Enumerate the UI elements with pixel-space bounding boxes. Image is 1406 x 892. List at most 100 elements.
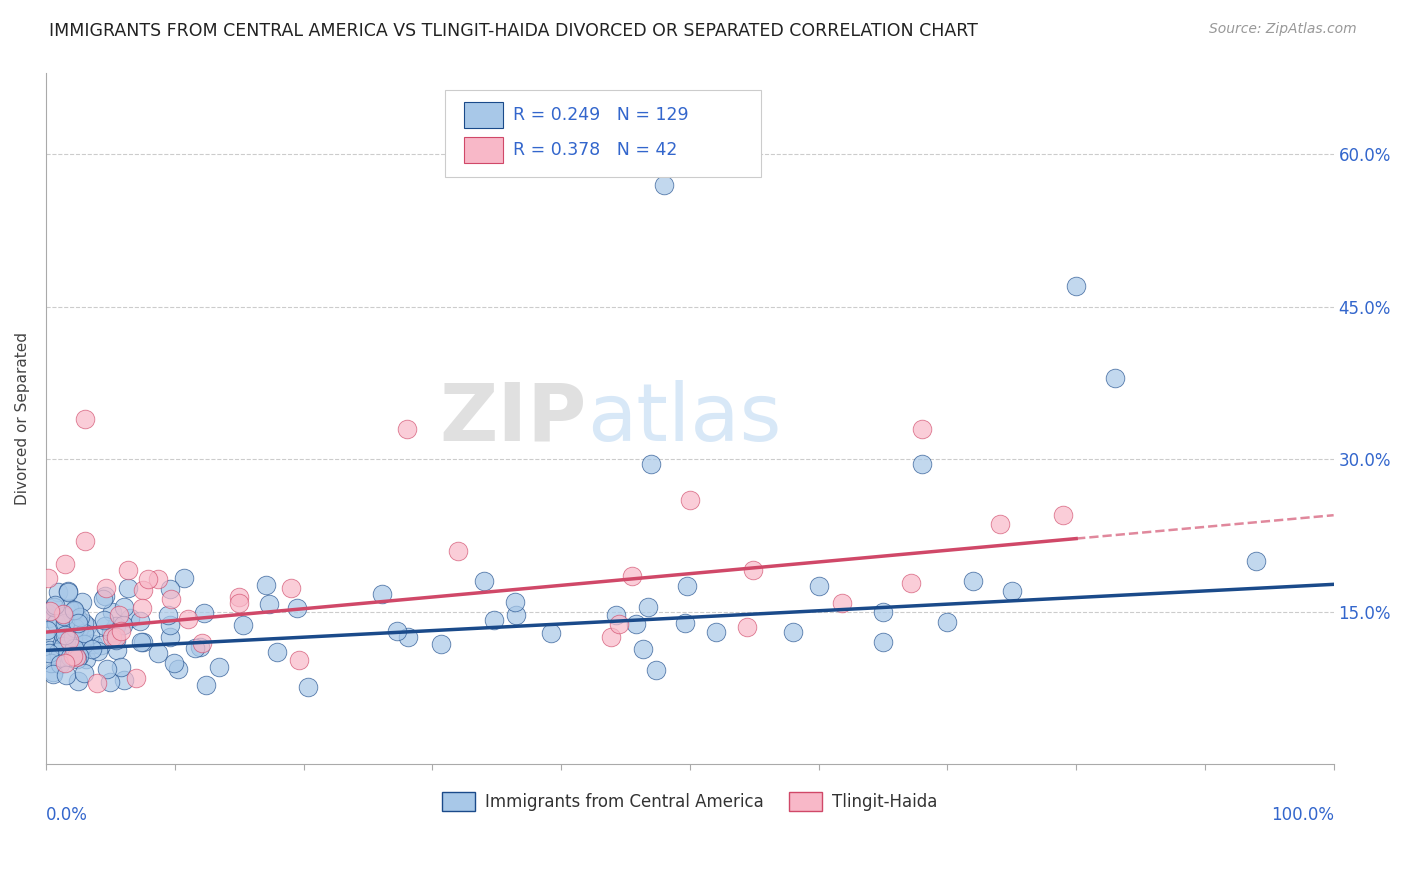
Point (676, 579, 699, 593)
Point (73, 411, 96, 425)
Point (872, 605, 894, 619)
Point (70, 595, 93, 609)
Point (395, 422, 418, 436)
Point (540, 625, 562, 640)
Point (910, 422, 932, 436)
Point (62, 603, 84, 617)
Point (53, 608, 76, 623)
Point (86, 676, 108, 690)
Point (831, 597, 853, 611)
Point (58, 632, 80, 647)
Point (131, 600, 153, 615)
Point (159, 630, 181, 644)
Point (288, 653, 311, 667)
Point (159, 618, 181, 632)
Point (42, 667, 65, 681)
Point (900, 576, 922, 591)
Point (87, 644, 110, 658)
Point (48, 650, 70, 665)
Point (782, 625, 804, 640)
Point (505, 607, 527, 622)
Point (42, 600, 65, 615)
Point (652, 178, 675, 192)
Bar (464, 136, 503, 163)
Point (385, 624, 408, 639)
Point (39, 656, 62, 670)
Point (37, 571, 59, 585)
Point (73, 534, 96, 549)
Text: R = 0.378   N = 42: R = 0.378 N = 42 (513, 141, 678, 159)
Point (599, 630, 621, 644)
Point (66, 630, 89, 644)
Point (59, 614, 82, 628)
Legend: Immigrants from Central America, Tlingit-Haida: Immigrants from Central America, Tlingit… (436, 786, 945, 818)
Point (156, 608, 179, 623)
Point (70, 633, 93, 648)
Point (55, 624, 77, 638)
Point (53, 615, 76, 630)
Point (66, 673, 89, 688)
Point (69, 610, 91, 624)
Point (104, 619, 127, 633)
Point (55, 667, 77, 681)
Point (100, 624, 122, 639)
Point (128, 614, 150, 628)
Point (741, 563, 763, 577)
Point (67, 649, 90, 664)
Point (104, 631, 127, 645)
Point (159, 582, 181, 596)
Point (65, 652, 87, 666)
Point (160, 592, 183, 607)
Point (112, 599, 135, 614)
Bar (464, 102, 503, 128)
Point (1246, 554, 1268, 568)
Point (58, 601, 80, 615)
Point (98, 674, 121, 689)
Point (207, 659, 229, 673)
Point (53, 656, 76, 670)
Point (640, 458, 662, 472)
Point (626, 617, 648, 632)
Point (38, 611, 60, 625)
Point (62, 641, 84, 656)
Point (125, 671, 148, 685)
Point (472, 574, 495, 588)
Point (280, 581, 302, 595)
Point (285, 601, 308, 615)
Text: 100.0%: 100.0% (1271, 805, 1334, 823)
Point (430, 637, 453, 651)
Point (73, 637, 96, 651)
Point (191, 636, 214, 650)
Point (67, 621, 90, 635)
Point (110, 624, 132, 638)
Point (82, 641, 104, 656)
Point (52, 628, 75, 642)
Point (621, 569, 644, 583)
Point (228, 596, 250, 610)
Text: ZIP: ZIP (440, 380, 586, 458)
Point (101, 630, 124, 644)
Point (38, 604, 60, 618)
Point (190, 640, 212, 655)
Point (129, 635, 152, 649)
Point (66, 615, 89, 630)
Point (56, 584, 79, 599)
Point (96, 581, 118, 595)
Point (673, 615, 696, 630)
Point (195, 678, 218, 692)
Point (872, 635, 894, 649)
Point (166, 662, 188, 676)
Point (62, 648, 84, 663)
Y-axis label: Divorced or Separated: Divorced or Separated (15, 332, 30, 505)
Point (69, 640, 91, 654)
FancyBboxPatch shape (446, 90, 761, 177)
Point (644, 663, 666, 677)
Point (503, 595, 526, 609)
Point (91, 591, 114, 606)
Point (257, 597, 280, 611)
Point (679, 492, 702, 507)
Point (63, 604, 86, 618)
Point (231, 617, 253, 632)
Text: atlas: atlas (586, 380, 782, 458)
Point (59, 649, 82, 664)
